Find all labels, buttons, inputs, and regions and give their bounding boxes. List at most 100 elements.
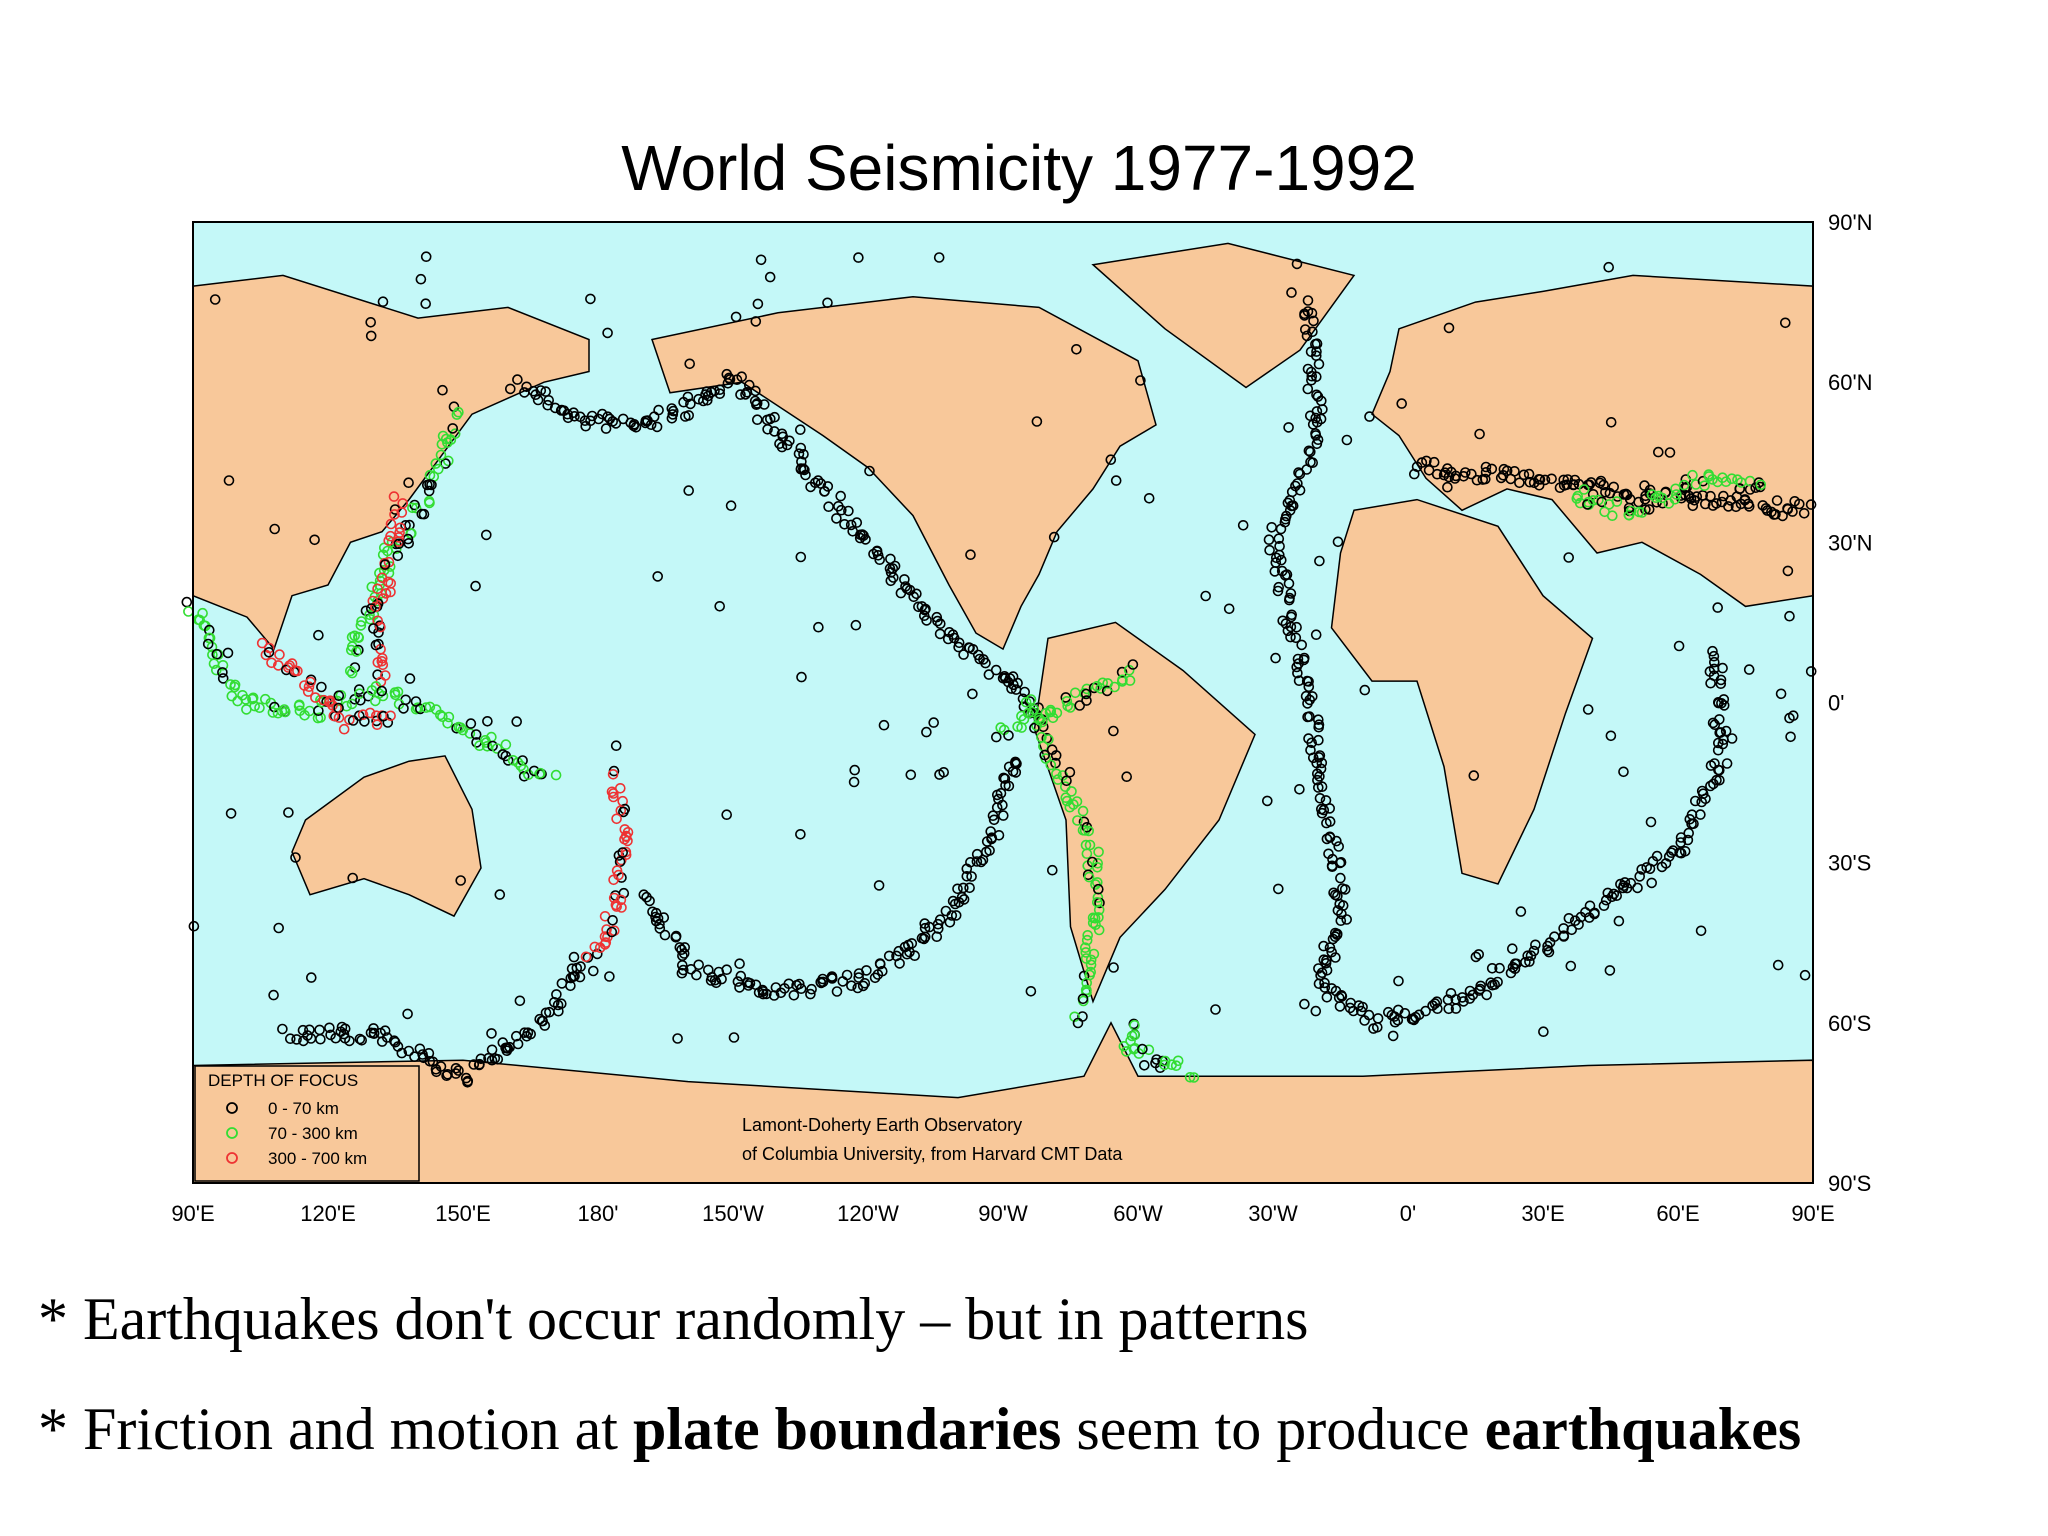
quake (1299, 998, 1310, 1010)
bullet-text: * Friction and motion at (38, 1396, 633, 1462)
quake (1587, 488, 1599, 500)
quake (1431, 468, 1443, 480)
quake (1045, 759, 1057, 771)
quake (263, 646, 275, 658)
quake (372, 598, 384, 609)
quake (991, 789, 1003, 801)
quake (1335, 872, 1346, 884)
quake (947, 895, 959, 907)
quake (986, 832, 998, 844)
quake (721, 809, 733, 821)
quake (556, 978, 568, 989)
quake (652, 571, 664, 582)
latitude-label: 60'S (1828, 1011, 1871, 1036)
quake (755, 254, 767, 266)
quake (940, 905, 952, 917)
quake (263, 642, 275, 654)
quake (1022, 707, 1034, 719)
quake (864, 465, 875, 477)
quake (447, 423, 459, 434)
quake (542, 399, 554, 411)
quake (289, 665, 301, 677)
quake (611, 813, 622, 825)
longitude-label: 150'E (435, 1201, 491, 1226)
quake (795, 442, 807, 454)
quake (1543, 946, 1555, 958)
quake (1072, 1017, 1084, 1029)
quake (1124, 675, 1136, 686)
quake (705, 975, 717, 986)
quake (850, 619, 862, 631)
quake (619, 824, 631, 835)
quake (432, 463, 444, 475)
quake (1092, 857, 1103, 869)
quake (372, 615, 384, 627)
map-title: World Seismicity 1977-1992 (621, 132, 1417, 204)
quake (1480, 473, 1491, 485)
quake (650, 911, 661, 923)
quake (502, 1043, 514, 1054)
quake (1473, 949, 1484, 960)
quake (385, 586, 396, 598)
quake (355, 694, 366, 706)
quake (618, 887, 630, 899)
quake (1603, 261, 1614, 273)
seismicity-map: World Seismicity 1977-1992 90'N 60'N 30'N 0… (171, 132, 1872, 1226)
quake (1695, 809, 1706, 820)
quake (421, 479, 433, 491)
quake (1303, 445, 1315, 457)
quake (1315, 413, 1327, 425)
quake (853, 968, 865, 979)
quake (430, 1064, 442, 1075)
quake (480, 529, 492, 541)
quake (442, 1069, 453, 1080)
landmass (1091, 242, 1356, 389)
quake (1450, 1003, 1462, 1014)
longitude-label: 180' (578, 1201, 619, 1226)
quake (482, 715, 493, 727)
quake (1326, 946, 1337, 958)
quake (1399, 1007, 1411, 1019)
quake (1081, 934, 1093, 946)
quake (367, 595, 379, 607)
quake (1080, 942, 1091, 954)
quake (378, 710, 389, 722)
quake (853, 252, 864, 263)
quake (315, 712, 326, 723)
quake (403, 1045, 415, 1057)
quake (1600, 894, 1612, 906)
quake (1486, 463, 1498, 475)
quake (338, 723, 350, 735)
quake (859, 977, 871, 989)
quake (1310, 338, 1321, 350)
quake (1139, 1060, 1150, 1071)
quake (562, 408, 573, 420)
quake (1784, 610, 1795, 622)
quake (409, 499, 420, 511)
quake (600, 423, 612, 434)
landmass (291, 755, 482, 918)
quake (1687, 500, 1699, 512)
quake (1283, 422, 1294, 433)
quake (1695, 925, 1707, 937)
quake (1669, 493, 1681, 505)
quake (1611, 496, 1623, 507)
quake (1442, 463, 1453, 474)
quake (486, 1054, 498, 1066)
quake (424, 701, 436, 713)
quake (750, 316, 762, 327)
quake (683, 410, 695, 421)
quake (1108, 962, 1119, 973)
quake (1486, 962, 1498, 974)
quake (1034, 714, 1045, 726)
quake (316, 681, 327, 693)
quake (1285, 631, 1296, 643)
quake (1273, 533, 1285, 545)
quake (1093, 924, 1105, 936)
quake (1563, 552, 1574, 563)
quake (770, 982, 782, 993)
quake (480, 737, 492, 748)
quake (1613, 915, 1625, 927)
quake (303, 681, 315, 693)
quake (1316, 781, 1328, 793)
